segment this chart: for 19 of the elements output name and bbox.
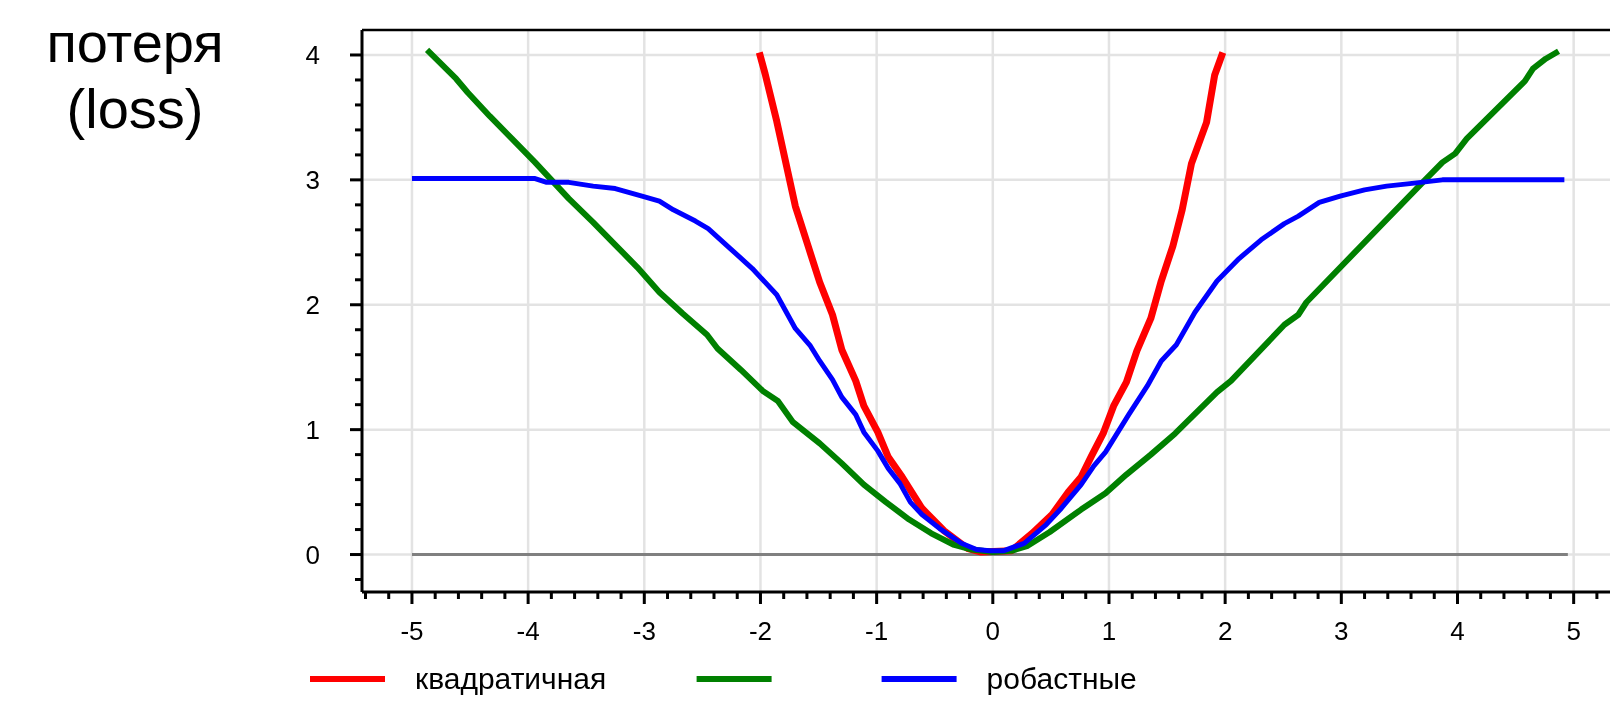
x-tick-label: -3	[632, 616, 656, 646]
x-tick-label: -2	[748, 616, 773, 646]
y-tick-label: 2	[305, 289, 320, 320]
legend-label: робастные	[986, 662, 1137, 695]
x-tick-label: 2	[1217, 616, 1233, 646]
y-tick-label: 1	[305, 414, 320, 445]
y-tick-label: 3	[305, 164, 320, 195]
y-tick-label: 4	[305, 39, 320, 70]
x-tick-label: 3	[1334, 616, 1349, 646]
y-tick-label: 0	[305, 539, 320, 570]
x-tick-label: 5	[1566, 616, 1581, 646]
legend-label: квадратичная	[415, 662, 607, 695]
x-tick-label: 1	[1101, 616, 1117, 646]
y-axis-title: потеря (loss)	[46, 11, 224, 140]
x-tick-label: -1	[865, 616, 889, 646]
x-tick-label: 4	[1450, 616, 1465, 646]
x-tick-label: -5	[400, 616, 424, 646]
x-tick-label: -4	[516, 616, 540, 646]
x-tick-label: 0	[985, 616, 1001, 646]
